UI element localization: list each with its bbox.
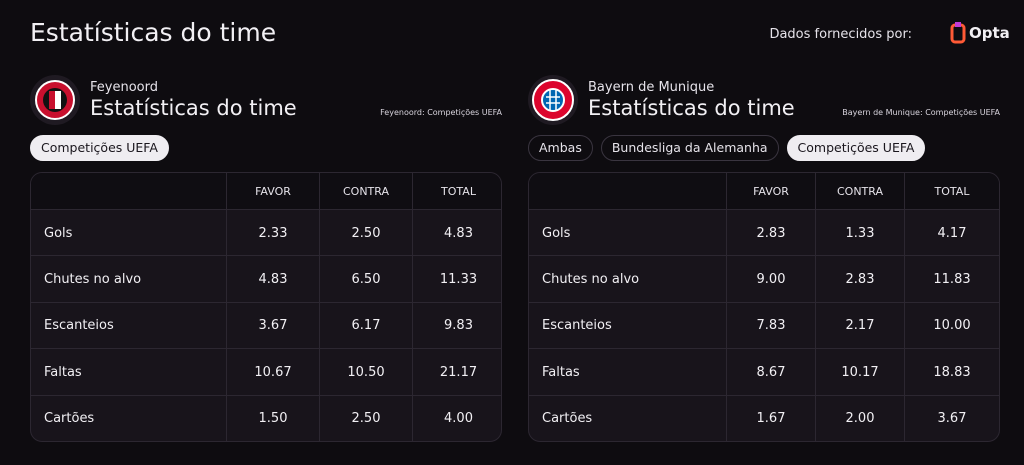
header-row: FAVOR CONTRA TOTAL (529, 173, 999, 209)
stat-value: 6.50 (319, 256, 412, 303)
stat-value: 10.00 (904, 302, 999, 350)
brand-name: Opta (969, 24, 1010, 42)
header-row: FAVOR CONTRA TOTAL (31, 173, 501, 209)
stat-value: 10.17 (815, 349, 904, 396)
filters: Competições UEFA (30, 135, 169, 161)
row-label: Chutes no alvo (44, 272, 142, 288)
column-header: CONTRA (319, 173, 412, 209)
row-label: Gols (542, 225, 571, 241)
column-header: TOTAL (412, 173, 501, 209)
stat-value: 21.17 (412, 349, 501, 396)
stat-value: 18.83 (904, 349, 999, 396)
stat-value: 2.33 (226, 210, 319, 257)
team-panel: Bayern de Munique Estatísticas do time B… (528, 72, 1000, 442)
panel-title: Estatísticas do time (90, 96, 297, 120)
stat-value: 4.00 (412, 395, 501, 441)
row-label: Gols (44, 225, 73, 241)
stat-value: 11.33 (412, 256, 501, 303)
column-header: TOTAL (904, 173, 999, 209)
stat-value: 3.67 (226, 302, 319, 350)
filters: Ambas Bundesliga da Alemanha Competições… (528, 135, 926, 161)
stat-value: 11.83 (904, 256, 999, 303)
filter-chip[interactable]: Competições UEFA (786, 135, 926, 161)
stat-value: 10.50 (319, 349, 412, 396)
column-header: FAVOR (226, 173, 319, 209)
column-header: CONTRA (815, 173, 904, 209)
stat-value: 4.83 (226, 256, 319, 303)
team-name: Feyenoord (90, 80, 158, 95)
page-title: Estatísticas do time (30, 18, 277, 47)
stat-value: 10.67 (226, 349, 319, 396)
row-label: Chutes no alvo (542, 272, 640, 288)
row-label: Escanteios (44, 318, 114, 334)
stats-table: FAVOR CONTRA TOTAL Gols 2.33 2.50 4.83 Chutes n… (30, 172, 502, 442)
credit: Dados fornecidos por: (769, 27, 912, 42)
filter-chip[interactable]: Bundesliga da Alemanha (600, 135, 779, 161)
stat-value: 4.83 (412, 210, 501, 257)
team-logo (30, 75, 80, 125)
row-label: Cartões (44, 411, 95, 427)
row-label: Escanteios (542, 318, 612, 334)
table-row: Faltas 8.67 10.17 18.83 (529, 348, 999, 396)
team-logo (528, 75, 578, 125)
stat-value: 2.00 (815, 395, 904, 441)
stat-value: 6.17 (319, 302, 412, 350)
brand: Opta (950, 22, 1010, 44)
table-row: Faltas 10.67 10.50 21.17 (31, 348, 501, 396)
stat-value: 8.67 (726, 349, 815, 396)
column-header: FAVOR (726, 173, 815, 209)
stat-value: 4.17 (904, 210, 999, 257)
table-row: Gols 2.83 1.33 4.17 (529, 209, 999, 257)
stat-value: 9.83 (412, 302, 501, 350)
panel-title: Estatísticas do time (588, 96, 795, 120)
row-label: Cartões (542, 411, 593, 427)
stat-value: 9.00 (726, 256, 815, 303)
table-row: Escanteios 7.83 2.17 10.00 (529, 301, 999, 350)
table-row: Chutes no alvo 9.00 2.83 11.83 (529, 255, 999, 303)
row-label: Faltas (542, 364, 580, 380)
stat-value: 1.33 (815, 210, 904, 257)
table-row: Cartões 1.67 2.00 3.67 (529, 394, 999, 441)
source: Feyenoord: Competições UEFA (380, 108, 502, 117)
stat-value: 2.83 (815, 256, 904, 303)
stats-table: FAVOR CONTRA TOTAL Gols 2.83 1.33 4.17 Chutes n… (528, 172, 1000, 442)
stat-value: 7.83 (726, 302, 815, 350)
source: Bayern de Munique: Competições UEFA (842, 108, 1000, 117)
table-row: Escanteios 3.67 6.17 9.83 (31, 301, 501, 350)
team-name: Bayern de Munique (588, 80, 715, 95)
stat-value: 1.50 (226, 395, 319, 441)
table-row: Cartões 1.50 2.50 4.00 (31, 394, 501, 441)
stat-value: 2.50 (319, 210, 412, 257)
stat-value: 2.17 (815, 302, 904, 350)
stat-value: 2.50 (319, 395, 412, 441)
stat-value: 2.83 (726, 210, 815, 257)
filter-chip[interactable]: Competições UEFA (30, 135, 169, 161)
table-row: Gols 2.33 2.50 4.83 (31, 209, 501, 257)
filter-chip[interactable]: Ambas (528, 135, 593, 161)
team-panel: Feyenoord Estatísticas do time Feyenoord… (30, 72, 502, 442)
stat-value: 1.67 (726, 395, 815, 441)
stat-value: 3.67 (904, 395, 999, 441)
row-label: Faltas (44, 364, 82, 380)
table-row: Chutes no alvo 4.83 6.50 11.33 (31, 255, 501, 303)
brand-icon (950, 22, 966, 44)
